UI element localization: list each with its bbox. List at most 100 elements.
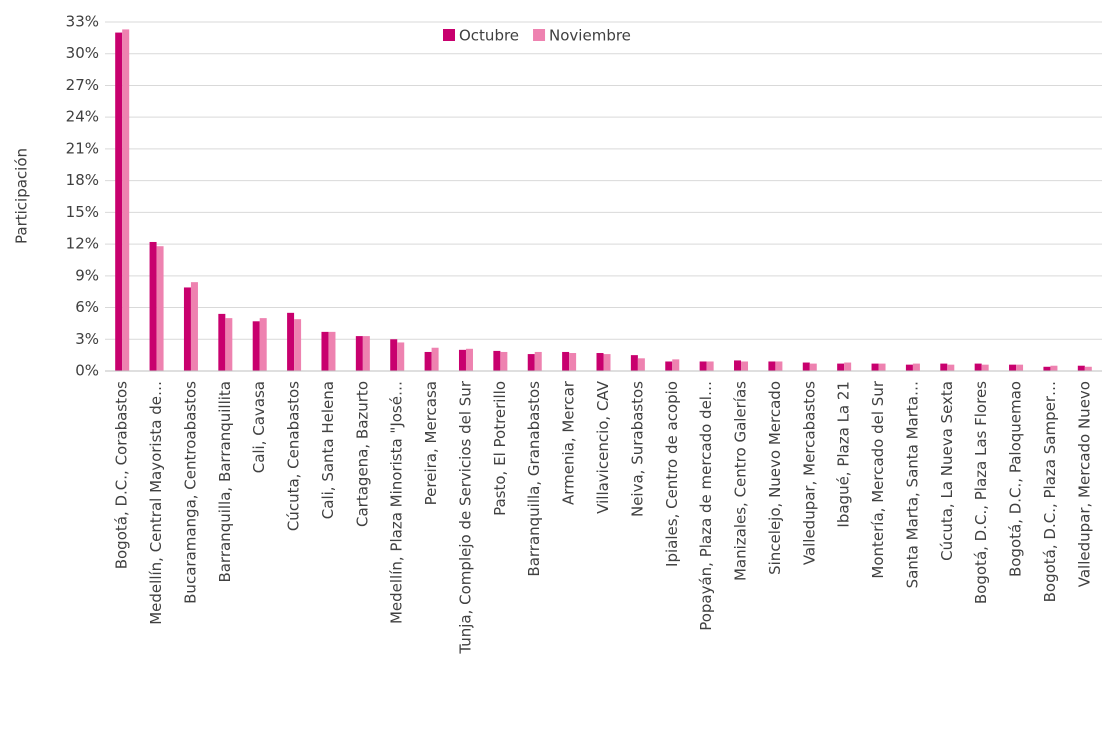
x-tick-label: Pereira, Mercasa (422, 381, 440, 505)
bar (424, 351, 432, 371)
bar (562, 351, 570, 371)
x-tick-label: Bogotá, D.C., Paloquemao (1007, 381, 1025, 577)
bar (699, 361, 707, 371)
bar (500, 351, 508, 371)
x-tick-label: Sincelejo, Nuevo Mercado (766, 381, 784, 575)
x-tick-label: Bucaramanga, Centroabastos (181, 381, 199, 604)
y-tick-label: 27% (66, 76, 99, 94)
x-tick-label: Montería, Mercado del Sur (869, 380, 887, 578)
legend-swatch (533, 29, 546, 41)
x-tick-label: Cali, Cavasa (250, 381, 268, 473)
bar (122, 29, 130, 372)
bar (156, 246, 164, 371)
y-tick-label: 0% (75, 362, 99, 380)
bar (630, 355, 638, 371)
bar (802, 362, 810, 371)
x-tick-label: Cúcuta, Cenabastos (285, 381, 303, 531)
x-tick-label: Ibagué, Plaza La 21 (835, 381, 853, 528)
legend-label: Noviembre (549, 27, 631, 45)
bar (149, 241, 157, 371)
x-tick-label: Bogotá, D.C., Plaza Samper… (1041, 381, 1059, 602)
bar (362, 336, 370, 371)
bar (603, 354, 611, 371)
bar (328, 331, 336, 371)
x-tick-label: Neiva, Surabastos (628, 381, 646, 517)
x-tick-label: Barranquilla, Barranquillita (216, 381, 234, 583)
x-tick-label: Villavicencio, CAV (594, 380, 612, 514)
bar (981, 364, 989, 371)
x-tick-label: Manizales, Centro Galerías (732, 381, 750, 581)
x-tick-label: Cartagena, Bazurto (353, 381, 371, 527)
bar (1084, 366, 1092, 371)
bar (465, 348, 473, 371)
bar (837, 363, 845, 371)
y-axis-label: Participación (13, 148, 31, 244)
x-tick-label: Cali, Santa Helena (319, 381, 337, 519)
y-tick-label: 6% (75, 298, 99, 316)
bar (672, 359, 680, 371)
x-tick-label: Pasto, El Potrerillo (491, 381, 509, 516)
bar (390, 339, 398, 371)
y-tick-label: 9% (75, 266, 99, 284)
bar (458, 349, 466, 371)
bar (287, 312, 295, 371)
bar (1050, 365, 1058, 371)
bar (596, 353, 604, 371)
bar (183, 287, 191, 371)
legend-swatch (443, 29, 455, 41)
bar (665, 361, 673, 371)
bar (974, 363, 982, 371)
x-tick-label: Bogotá, D.C., Plaza Las Flores (972, 381, 990, 604)
x-tick-label: Popayán, Plaza de mercado del… (697, 381, 715, 631)
bar (1077, 365, 1085, 371)
bar (809, 363, 817, 371)
bar (1009, 364, 1017, 371)
bar (1043, 366, 1051, 371)
x-tick-label: Medellín, Plaza Minorista "José… (388, 381, 406, 624)
y-tick-label: 18% (66, 171, 99, 189)
x-tick-label: Medellín, Central Mayorista de… (147, 381, 165, 625)
bar (1016, 364, 1024, 371)
bar (844, 362, 852, 371)
y-tick-label: 33% (66, 13, 99, 31)
bar (527, 354, 535, 371)
bar (493, 350, 501, 371)
y-tick-label: 12% (66, 235, 99, 253)
x-tick-label: Barranquilla, Granabastos (525, 381, 543, 577)
x-tick-label: Santa Marta, Santa Marta… (903, 381, 921, 588)
legend-label: Octubre (459, 27, 519, 45)
y-tick-label: 21% (66, 139, 99, 157)
bar (569, 353, 577, 371)
bar (905, 364, 913, 371)
y-tick-label: 30% (66, 44, 99, 62)
bar (534, 351, 542, 371)
bar (294, 319, 302, 371)
bar (637, 358, 645, 371)
bar (734, 360, 742, 371)
x-tick-label: Tunja, Complejo de Servicios del Sur (456, 380, 474, 654)
bar (225, 318, 233, 371)
bar (321, 331, 329, 371)
bar (355, 336, 363, 371)
bar (115, 32, 123, 372)
bar (947, 364, 955, 371)
x-tick-label: Bogotá, D.C., Corabastos (113, 381, 131, 569)
bar (775, 361, 783, 371)
bar (768, 361, 776, 371)
bar (397, 342, 405, 371)
bar (741, 361, 749, 371)
y-tick-label: 24% (66, 108, 99, 126)
x-tick-label: Ipiales, Centro de acopio (663, 381, 681, 567)
y-tick-label: 15% (66, 203, 99, 221)
bar (878, 363, 886, 371)
bar (912, 363, 920, 371)
bar (940, 363, 948, 371)
bar (259, 318, 267, 371)
bar (871, 363, 879, 371)
x-tick-label: Valledupar, Mercado Nuevo (1075, 381, 1093, 587)
bar (190, 282, 198, 371)
bar (218, 313, 226, 371)
bar (252, 321, 260, 371)
x-tick-label: Cúcuta, La Nueva Sexta (938, 381, 956, 561)
